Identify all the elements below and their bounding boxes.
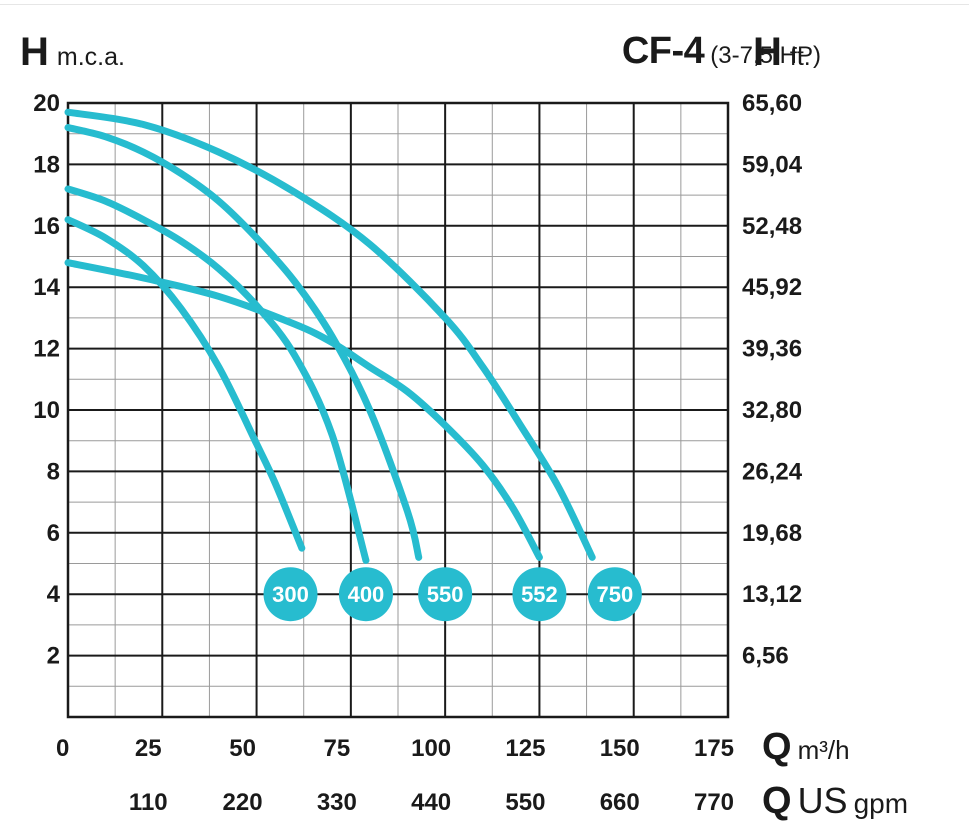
y2-tick-label: 65,60 xyxy=(742,90,802,117)
x2-tick-label: 550 xyxy=(505,789,545,816)
x-tick-label: 150 xyxy=(600,735,640,762)
x-tick-label: 0 xyxy=(56,735,69,762)
x2-tick-label: 110 xyxy=(129,789,168,816)
y-tick-label: 6 xyxy=(47,520,60,547)
curve-550 xyxy=(64,124,423,561)
curve-badge-label-550: 550 xyxy=(427,582,464,607)
curve-badge-300 xyxy=(263,567,318,622)
x-tick-label: 100 xyxy=(411,735,451,762)
curve-badge-label-750: 750 xyxy=(596,582,633,607)
x2-axis-unit-gpm: gpm xyxy=(853,788,909,819)
x2-tick-label: 770 xyxy=(694,789,734,816)
x2-axis-letter: Q xyxy=(762,780,792,822)
left-axis-unit: m.c.a. xyxy=(56,43,125,71)
y-tick-label: 12 xyxy=(33,336,60,363)
x-tick-label: 50 xyxy=(229,735,256,762)
y-tick-label: 18 xyxy=(33,151,60,178)
x-axis-letter: Q xyxy=(762,726,792,768)
left-axis-letter: H xyxy=(20,30,49,74)
plot-frame xyxy=(66,101,730,719)
right-axis-title: H ft. xyxy=(753,30,811,75)
top-rule xyxy=(0,4,969,5)
curve-badge-400 xyxy=(338,567,393,622)
curve-badge-label-400: 400 xyxy=(348,582,385,607)
y-tick-label: 10 xyxy=(33,397,60,424)
right-axis-letter: H xyxy=(753,30,782,74)
y-tick-label: 2 xyxy=(47,643,60,670)
x2-tick-label: 220 xyxy=(223,789,263,816)
y2-tick-label: 52,48 xyxy=(742,213,802,240)
curve-badge-750 xyxy=(587,567,642,622)
x2-tick-label: 330 xyxy=(317,789,357,816)
y2-tick-label: 45,92 xyxy=(742,274,802,301)
curve-750 xyxy=(64,108,596,561)
chart-title: CF-4 (3-7,5 HP) xyxy=(622,30,821,73)
model-name: CF-4 xyxy=(621,30,705,72)
curve-552 xyxy=(64,259,543,561)
y2-tick-label: 19,68 xyxy=(742,520,802,547)
curve-300 xyxy=(64,216,306,552)
x2-tick-label: 440 xyxy=(411,789,451,816)
y2-tick-label: 13,12 xyxy=(742,581,802,608)
x-tick-label: 25 xyxy=(135,735,162,762)
x-axis-unit: m³/h xyxy=(797,735,850,765)
x-tick-label: 75 xyxy=(324,735,351,762)
y-tick-label: 14 xyxy=(33,274,60,301)
x-tick-label: 175 xyxy=(694,735,734,762)
curve-badge-552 xyxy=(512,567,567,622)
left-axis-title: H m.c.a. xyxy=(20,30,125,75)
x2-axis-unit-us: US xyxy=(797,780,848,821)
y-tick-label: 4 xyxy=(47,581,61,608)
y2-tick-label: 6,56 xyxy=(742,643,789,670)
y2-tick-label: 59,04 xyxy=(742,151,803,178)
y-tick-label: 20 xyxy=(33,90,60,117)
y2-tick-label: 32,80 xyxy=(742,397,802,424)
curve-400 xyxy=(64,185,370,564)
x-axis-title-m3h: Q m³/h xyxy=(762,726,850,769)
curve-badge-label-300: 300 xyxy=(272,582,309,607)
power-range: (3-7,5 HP) xyxy=(710,42,821,69)
curve-badge-550 xyxy=(418,567,473,622)
y-tick-label: 8 xyxy=(47,458,60,485)
y2-tick-label: 26,24 xyxy=(742,458,803,485)
right-axis-unit: ft. xyxy=(789,43,811,71)
x2-tick-label: 660 xyxy=(600,789,640,816)
curve-badge-label-552: 552 xyxy=(521,582,558,607)
x-tick-label: 125 xyxy=(505,735,545,762)
y-tick-label: 16 xyxy=(33,213,60,240)
y2-tick-label: 39,36 xyxy=(742,336,802,363)
x-axis-title-gpm: Q US gpm xyxy=(762,780,908,823)
